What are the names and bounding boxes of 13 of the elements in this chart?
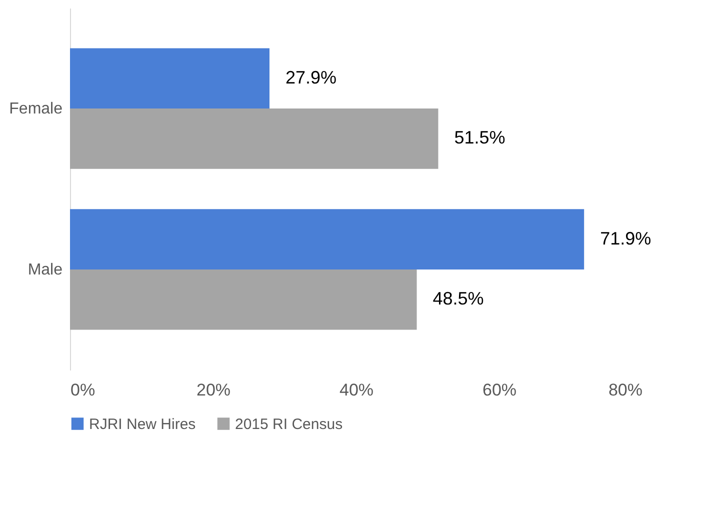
x-tick-label: 60%: [482, 380, 517, 400]
data-label: 51.5%: [454, 128, 506, 148]
legend-label: 2015 RI Census: [235, 416, 343, 433]
data-label: 71.9%: [600, 228, 652, 248]
y-tick-label: Female: [9, 100, 63, 118]
x-tick-label: 20%: [196, 380, 231, 400]
y-tick-label: Male: [28, 261, 63, 278]
data-label: 48.5%: [432, 288, 484, 309]
data-label: 27.9%: [285, 67, 337, 88]
legend-label: RJRI New Hires: [89, 416, 196, 433]
x-tick-label: 40%: [339, 380, 374, 400]
x-tick-label: 80%: [608, 380, 642, 400]
x-tick-label: 0%: [70, 380, 96, 400]
